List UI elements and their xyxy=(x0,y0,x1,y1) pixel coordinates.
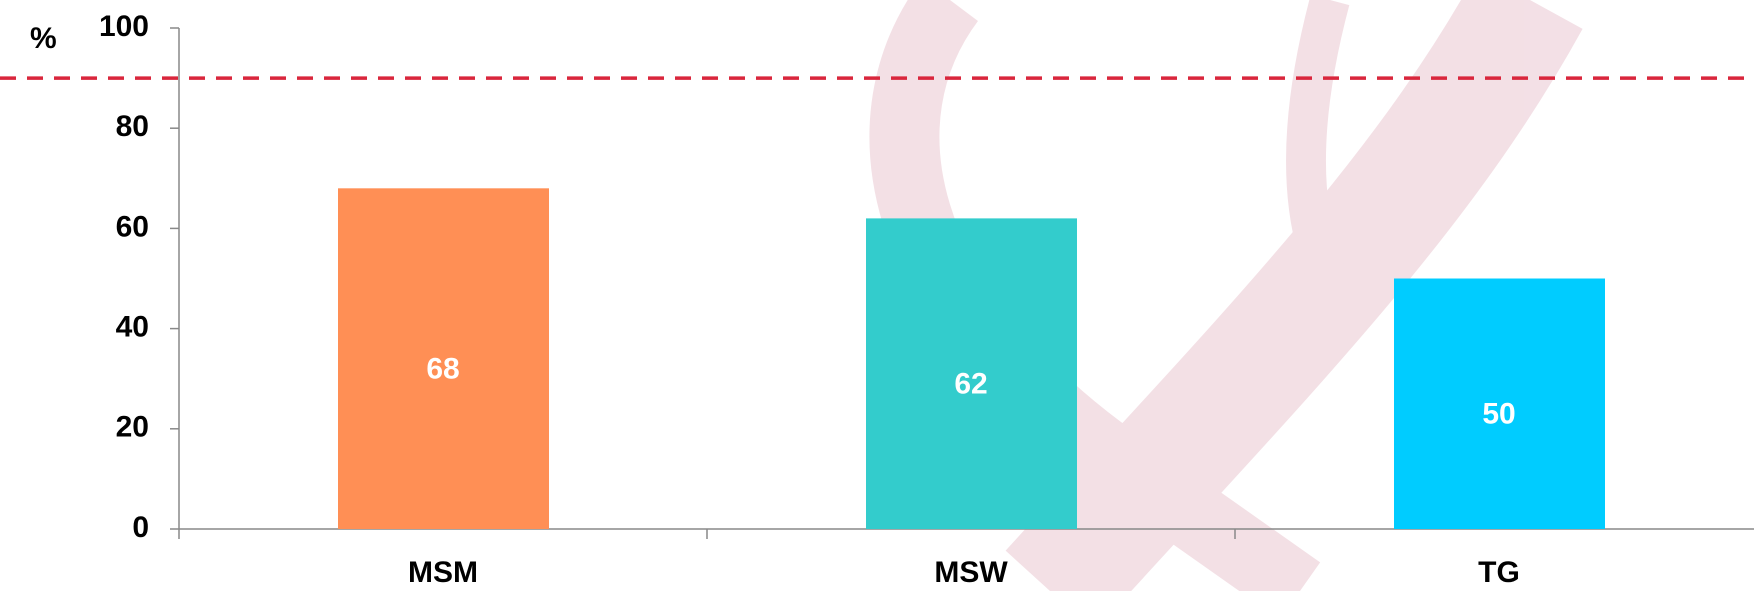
y-tick-label: 0 xyxy=(132,511,149,544)
value-label: 50 xyxy=(1482,398,1515,431)
value-label: 68 xyxy=(426,353,459,386)
y-tick-label: 20 xyxy=(116,411,149,444)
value-label: 62 xyxy=(954,368,987,401)
x-tick-label: MSM xyxy=(408,556,478,589)
y-tick-label: 40 xyxy=(116,311,149,344)
x-tick-label: TG xyxy=(1478,556,1520,589)
y-tick-label: 60 xyxy=(116,210,149,243)
x-tick-label: MSW xyxy=(934,556,1008,589)
y-tick-label: 80 xyxy=(116,110,149,143)
y-axis-label: % xyxy=(30,22,57,55)
y-tick-label: 100 xyxy=(99,10,149,43)
chart: % 0 20 40 60 80 100 68 MSM 62 MSW 50 TG xyxy=(0,0,1754,591)
